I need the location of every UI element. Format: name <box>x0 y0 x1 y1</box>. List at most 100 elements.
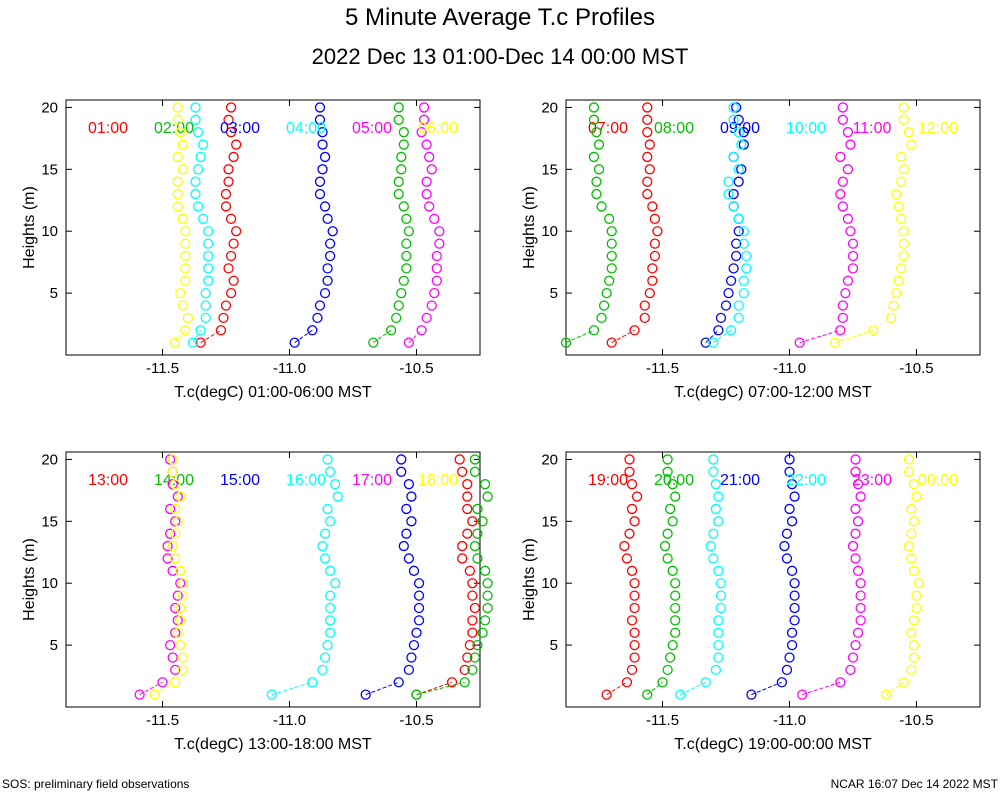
data-point <box>911 602 922 614</box>
data-point <box>852 516 864 527</box>
series-connector <box>365 681 399 696</box>
data-point <box>317 139 328 150</box>
data-point <box>172 590 183 601</box>
data-point <box>629 578 640 589</box>
data-point <box>175 602 186 614</box>
data-point <box>885 312 897 324</box>
data-point <box>228 151 239 163</box>
data-point <box>911 590 922 601</box>
data-point <box>601 287 612 299</box>
data-point <box>725 325 737 336</box>
data-point <box>469 466 481 477</box>
data-point <box>652 226 663 237</box>
data-point <box>837 102 848 113</box>
data-point <box>855 602 866 614</box>
data-point <box>908 652 920 663</box>
data-point <box>789 602 800 614</box>
data-point <box>588 102 600 113</box>
data-point <box>170 677 181 688</box>
series-label: 00:00 <box>918 472 958 489</box>
data-point <box>733 226 744 237</box>
y-tick-label: 5 <box>550 637 558 654</box>
data-point <box>177 664 188 676</box>
series-label: 04:00 <box>286 120 326 137</box>
data-point <box>319 287 331 299</box>
data-point <box>195 325 206 336</box>
data-point <box>606 238 617 249</box>
data-point <box>322 275 333 286</box>
data-point <box>228 238 239 249</box>
data-point <box>606 226 617 237</box>
data-point <box>667 479 678 490</box>
data-point <box>134 689 145 700</box>
data-point <box>736 139 747 150</box>
data-point <box>393 176 404 187</box>
series-connector <box>416 681 465 696</box>
data-point <box>175 127 186 138</box>
data-point <box>855 590 866 601</box>
data-point <box>662 454 673 465</box>
y-tick-label: 15 <box>541 513 558 530</box>
data-point <box>662 466 673 477</box>
data-point <box>170 479 181 490</box>
data-point <box>322 639 333 651</box>
data-point <box>733 312 744 324</box>
data-point <box>642 114 653 125</box>
data-point <box>215 325 227 336</box>
data-point <box>401 263 412 274</box>
x-tick-label: -10.5 <box>399 360 433 377</box>
data-point <box>324 602 336 614</box>
series-label: 20:00 <box>654 472 694 489</box>
data-point <box>789 491 800 502</box>
series-connector <box>646 681 663 696</box>
data-point <box>190 114 201 125</box>
data-point <box>629 590 640 601</box>
data-point <box>624 454 635 465</box>
data-point <box>837 300 848 311</box>
series-connector <box>373 329 392 344</box>
data-point <box>182 312 194 324</box>
data-point <box>733 114 744 125</box>
data-point <box>847 263 859 274</box>
series-label: 11:00 <box>853 120 892 137</box>
data-point <box>203 226 214 237</box>
data-point <box>324 565 336 576</box>
data-point <box>175 639 186 651</box>
data-point <box>162 553 173 564</box>
data-point <box>855 491 866 502</box>
data-point <box>393 114 404 125</box>
data-point <box>220 188 232 200</box>
data-point <box>429 213 440 224</box>
data-point <box>715 602 727 614</box>
data-point <box>670 578 681 589</box>
data-point <box>593 164 605 175</box>
panel-frame <box>565 451 981 708</box>
data-point <box>467 664 478 676</box>
data-point <box>164 528 176 539</box>
data-point <box>406 491 417 502</box>
data-point <box>398 540 409 552</box>
data-point <box>429 287 440 299</box>
data-point <box>413 602 425 614</box>
data-point <box>852 627 864 638</box>
data-point <box>629 652 640 663</box>
data-point <box>835 151 846 163</box>
data-point <box>319 151 331 163</box>
data-point <box>908 615 920 626</box>
data-point <box>896 176 907 187</box>
data-point <box>789 578 800 589</box>
data-point <box>708 553 719 564</box>
data-point <box>223 263 234 274</box>
data-point <box>670 590 681 601</box>
data-point <box>464 639 475 651</box>
data-point <box>203 250 214 262</box>
data-point <box>172 627 183 638</box>
data-point <box>403 337 415 348</box>
x-tick-label: -11.5 <box>146 712 179 729</box>
data-point <box>467 590 478 601</box>
y-axis-label: Heights (m) <box>21 538 38 621</box>
series-label: 14:00 <box>154 472 194 489</box>
x-axis-label: T.c(degC) 13:00-18:00 MST <box>174 736 372 753</box>
data-point <box>598 300 610 311</box>
data-point <box>175 491 186 502</box>
